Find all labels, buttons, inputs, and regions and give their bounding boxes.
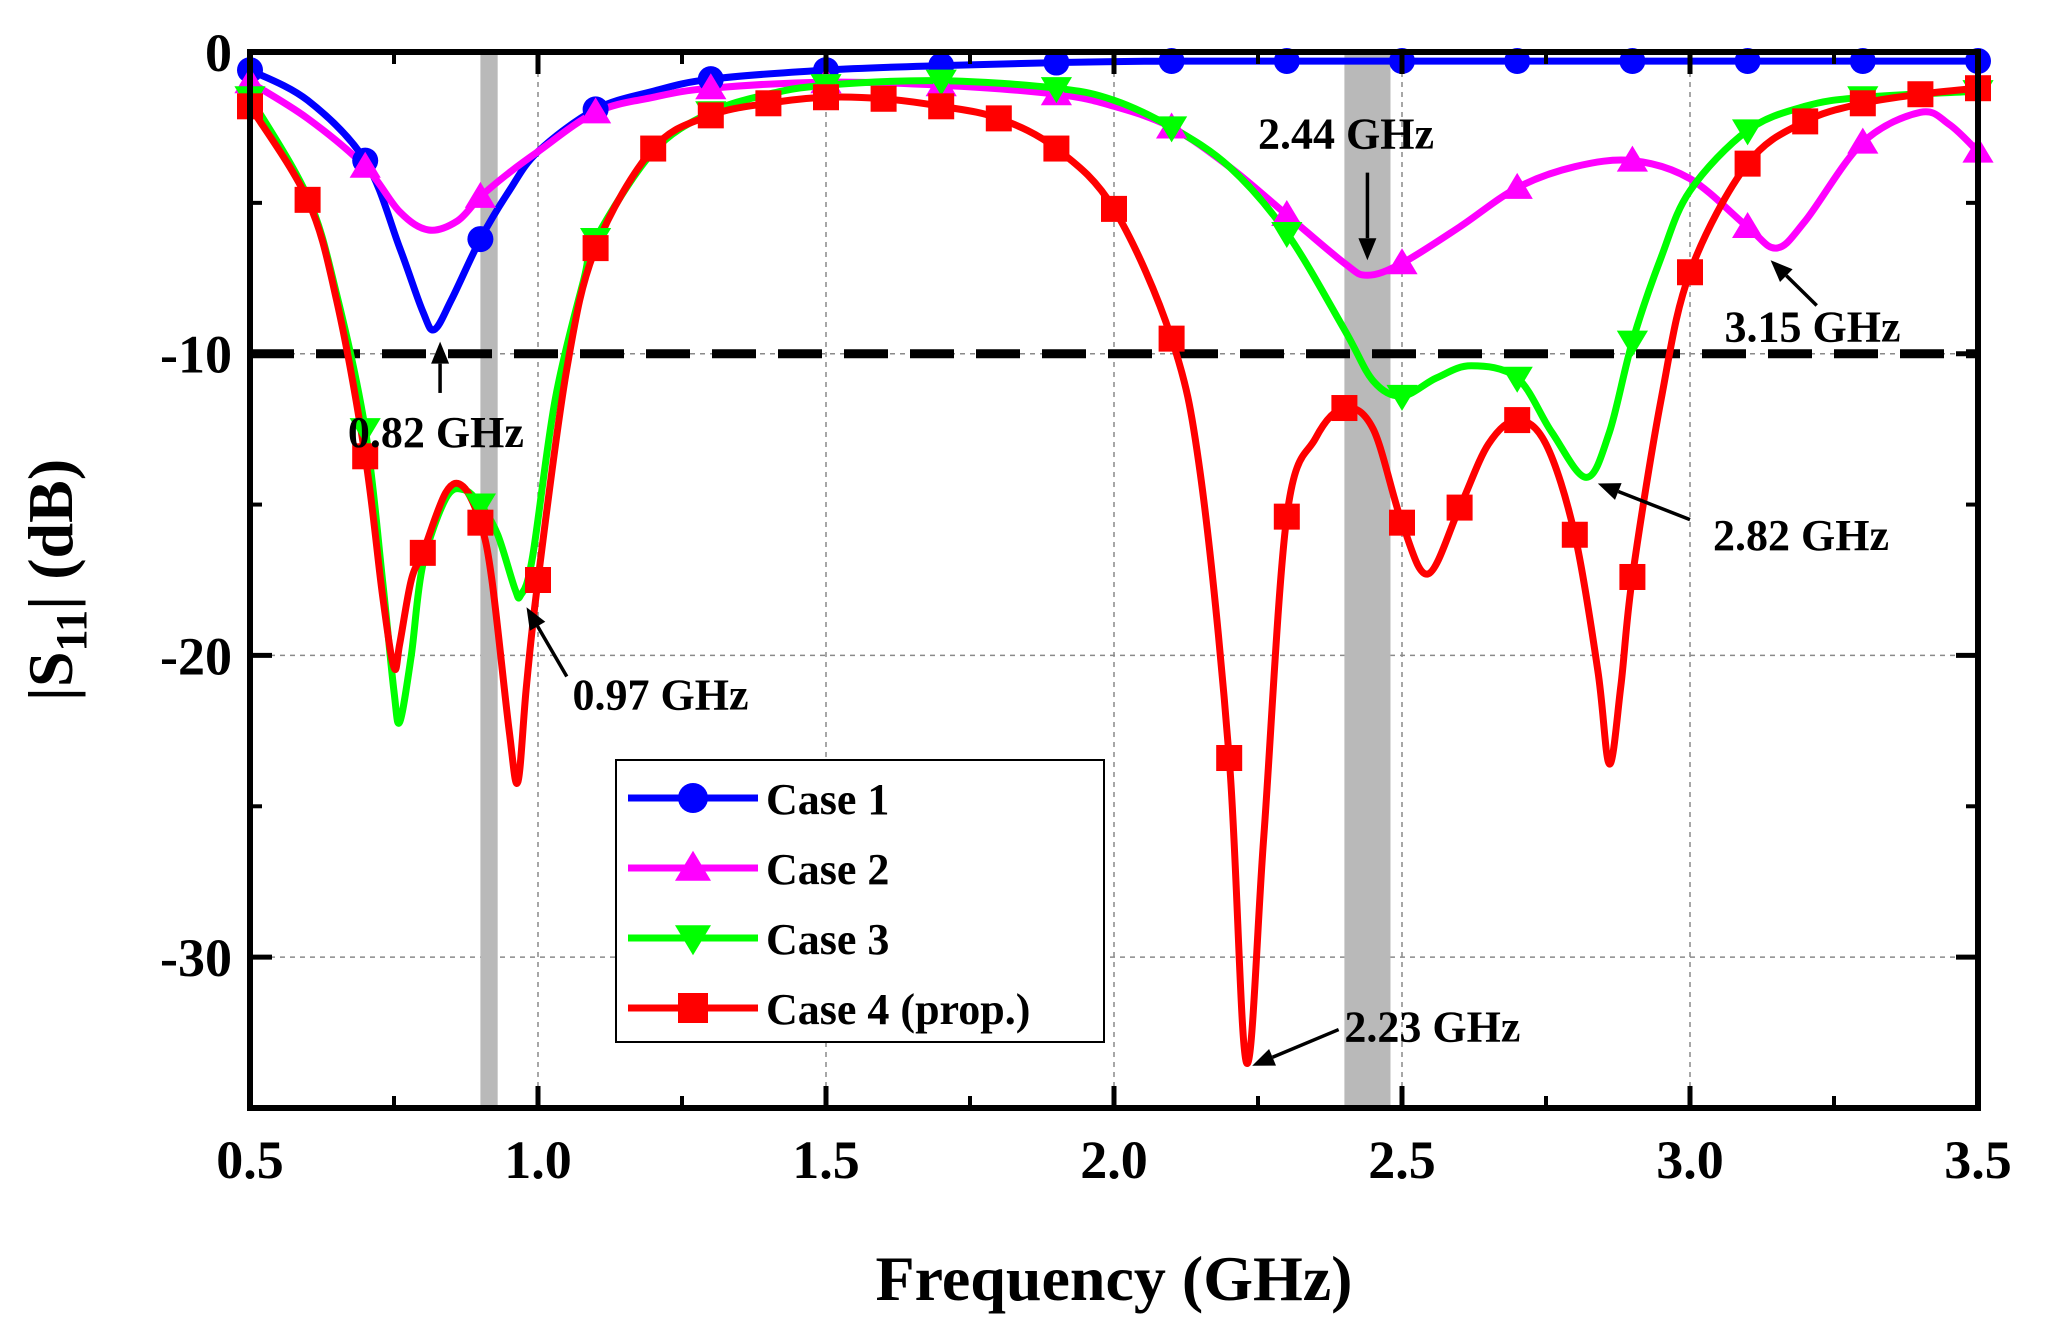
series-line-4	[246, 84, 1982, 1067]
legend-swatch-marker	[675, 850, 711, 881]
series-2-marker	[464, 181, 496, 208]
legend-label: Case 4 (prop.)	[766, 985, 1030, 1034]
x-tick-label: 0.5	[216, 1130, 284, 1190]
annotation-arrow-head	[1358, 238, 1377, 261]
y-axis-label-tail: | (dB)	[15, 459, 86, 610]
annotation-arrow-head	[431, 341, 450, 364]
series-4-marker	[1734, 150, 1761, 177]
series-3-marker	[1501, 366, 1533, 393]
legend-label: Case 1	[766, 775, 889, 824]
series-2-marker	[580, 97, 612, 124]
series-2-marker	[1732, 212, 1764, 239]
series-4-marker	[1619, 563, 1646, 590]
annotation-label: 2.23 GHz	[1344, 1003, 1520, 1052]
series-2-marker	[1616, 145, 1648, 172]
series-3-marker	[1616, 330, 1648, 357]
series-4-marker	[985, 105, 1012, 132]
series-4-marker	[1792, 108, 1819, 135]
series-4-marker	[813, 84, 839, 111]
x-tick-label: 3.5	[1944, 1130, 2012, 1190]
y-tick-label: -20	[160, 626, 232, 686]
legend-swatch-marker	[675, 925, 711, 956]
series-markers	[234, 48, 1994, 772]
series-1-marker	[467, 226, 494, 253]
series-line-3	[246, 77, 1982, 727]
y-axis-label: |S11| (dB)	[15, 459, 96, 701]
series-3-marker	[1040, 77, 1072, 104]
series-2-marker	[1847, 127, 1879, 154]
series-3-marker	[1732, 119, 1764, 146]
series-4-marker	[525, 567, 551, 593]
series-2-marker	[695, 73, 727, 100]
annotation-arrow-head	[1597, 483, 1622, 500]
series-1-marker	[1043, 49, 1070, 76]
series-3-marker	[1271, 221, 1303, 248]
y-axis-label-subscript: 11	[47, 610, 96, 652]
series-2-marker	[1501, 172, 1533, 199]
x-tick-label: 3.0	[1656, 1130, 1724, 1190]
series-4-marker	[1216, 745, 1243, 772]
series-4-marker	[352, 443, 379, 470]
series-4-marker	[582, 235, 609, 262]
series-4-marker	[1273, 503, 1300, 530]
legend-swatch-marker	[678, 783, 708, 813]
annotation-label: 0.82 GHz	[348, 408, 524, 457]
series-4-marker	[1907, 81, 1934, 108]
legend: Case 1 Case 2 Case 3 Case 4 (prop.)	[615, 759, 1105, 1043]
series-4-marker	[640, 135, 667, 162]
series-4-marker	[1446, 494, 1473, 521]
legend-label: Case 3	[766, 915, 889, 964]
annotation-arrow-shaft	[1785, 274, 1818, 307]
series-2-marker	[1386, 248, 1418, 275]
series-3-marker	[1156, 116, 1188, 143]
series-3-marker	[925, 69, 957, 96]
annotations: 0.82 GHz 0.97 GHz 2.44 GHz 3.15 GHz 2.82 GHz…	[348, 110, 1901, 1066]
annotation-label: 2.44 GHz	[1258, 110, 1434, 159]
annotation-arrow-shaft	[1617, 489, 1691, 522]
series-4-marker	[1043, 135, 1070, 162]
series-2-marker	[349, 151, 381, 178]
series-4-marker	[755, 90, 782, 117]
annotation-label: 2.82 GHz	[1713, 511, 1889, 560]
annotation-arrow-head	[526, 607, 546, 631]
series-3-marker	[349, 418, 381, 445]
series-4-marker	[409, 539, 436, 566]
y-tick-label: -30	[160, 928, 232, 988]
annotation-arrow-shaft	[536, 625, 569, 678]
series-4-marker	[697, 102, 724, 129]
x-tick-label: 1.5	[792, 1130, 860, 1190]
series-4-marker	[294, 186, 321, 213]
annotation-arrow-head	[1770, 260, 1793, 282]
series-4-marker	[870, 85, 897, 112]
series-4-marker	[467, 509, 494, 536]
series-4-marker	[1389, 509, 1415, 536]
legend-swatch-marker	[678, 993, 708, 1023]
series-4-marker	[1158, 325, 1185, 352]
series-4-marker	[1849, 90, 1876, 117]
series-3-marker	[1386, 384, 1418, 411]
series-4-marker	[1504, 407, 1531, 434]
y-tick-label: 0	[205, 23, 232, 83]
legend-label: Case 2	[766, 845, 889, 894]
series-2-marker	[1271, 199, 1303, 226]
x-tick-label: 1.0	[504, 1130, 572, 1190]
annotation-arrow-head	[1252, 1049, 1276, 1066]
y-tick-label: -10	[160, 325, 232, 385]
axis-ticks: 0.5 1.0 1.5 2.0 2.5 3.0 3.5 0 -10 -20 -30	[160, 23, 2012, 1190]
series-4-marker	[1331, 395, 1358, 422]
x-tick-label: 2.0	[1080, 1130, 1148, 1190]
series-3-marker	[464, 493, 496, 520]
series-4-marker	[1561, 521, 1588, 548]
annotation-label: 3.15 GHz	[1725, 303, 1901, 352]
annotation-arrow-shaft	[1271, 1027, 1340, 1059]
series-4-marker	[1101, 195, 1127, 222]
annotation-label: 0.97 GHz	[573, 671, 749, 720]
series-4-marker	[1677, 259, 1703, 286]
series-4-marker	[928, 93, 955, 120]
y-axis-label-main: |S	[15, 651, 86, 701]
x-axis-label: Frequency (GHz)	[876, 1243, 1353, 1314]
x-tick-label: 2.5	[1368, 1130, 1436, 1190]
